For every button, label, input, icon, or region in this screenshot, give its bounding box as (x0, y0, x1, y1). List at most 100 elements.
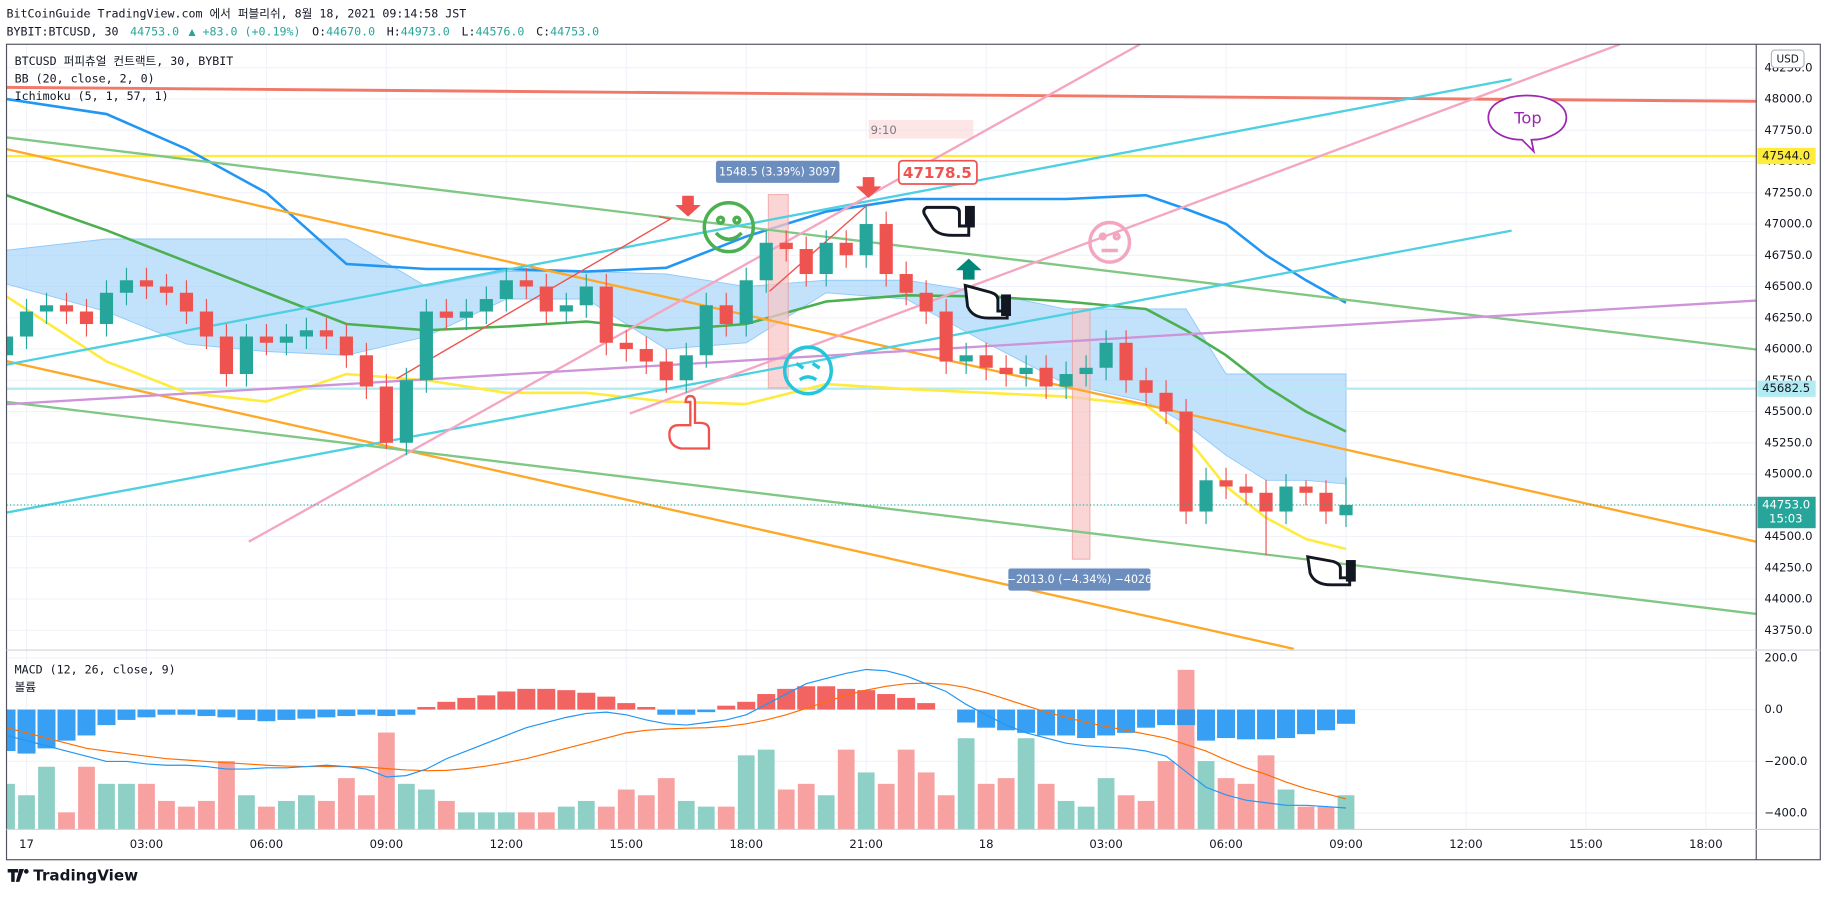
currency-badge (1770, 49, 1805, 69)
smile-icon (702, 200, 755, 254)
candle-body (159, 286, 174, 293)
macd-line (6, 668, 1346, 809)
histogram-bar (537, 688, 556, 710)
volume-bar (1137, 800, 1155, 830)
volume-bar (98, 783, 115, 830)
candle-body (39, 305, 54, 312)
ohlc-key: O: (312, 24, 326, 38)
candles (6, 205, 1757, 556)
y-tick-label: 47000.0 (1764, 217, 1812, 231)
volume-bar (797, 783, 815, 830)
volume-bar (1157, 761, 1175, 830)
histogram-bar (377, 709, 396, 717)
volume-bar (777, 789, 795, 830)
histogram-bar (1017, 709, 1036, 733)
candle-body (1279, 486, 1293, 512)
x-tick-label: 06:00 (1209, 837, 1243, 851)
histogram-bar (1157, 709, 1176, 726)
histogram-bar (977, 709, 996, 728)
volume-bar (1177, 669, 1195, 830)
volume-bar (238, 795, 255, 830)
volume-bar (977, 783, 995, 830)
callout: Top (1513, 108, 1542, 127)
volume-bar (218, 761, 235, 830)
trendline (6, 299, 1757, 406)
histogram-bar (637, 706, 656, 710)
price-label: 45682.5 (1762, 381, 1810, 395)
candle-body (359, 355, 373, 387)
candle-body (339, 336, 353, 356)
histogram-bar (257, 709, 276, 722)
histogram-bar (837, 688, 856, 710)
volume-bar (1117, 795, 1135, 830)
price-label-box (1757, 147, 1816, 165)
publisher: BitCoinGuide TradingView.com 에서 퍼블리쉬, 8월… (7, 6, 467, 20)
histogram-bar (1077, 709, 1096, 739)
volume-bar (178, 806, 195, 830)
volume-bar (397, 783, 415, 830)
symbol-line: BYBIT:BTCUSD, 30 44753.0 ▲ +83.0 (+0.19%… (7, 24, 600, 38)
histogram-bar (617, 703, 636, 710)
volume-bar (258, 806, 275, 830)
candle-body (679, 355, 693, 381)
candle-body (739, 280, 753, 325)
indicator-legend: Ichimoku (5, 1, 57, 1) (15, 89, 169, 103)
histogram-bar (237, 709, 256, 720)
volume-bar (637, 795, 655, 830)
countdown: 15:03 (1769, 511, 1803, 525)
drawings (6, 44, 1757, 651)
volume-bar (437, 800, 455, 830)
histogram-bar (1117, 709, 1136, 733)
ohlc-key: L: (461, 24, 475, 38)
volume-bar (657, 778, 675, 830)
candle-body (959, 355, 973, 362)
histogram-bar (697, 709, 716, 713)
histogram-bar (157, 709, 176, 715)
histogram-bar (357, 709, 376, 715)
x-tick-label: 12:00 (1449, 837, 1483, 851)
histogram-bar (717, 705, 736, 710)
measure-box (1071, 308, 1091, 560)
candle-body (939, 311, 953, 362)
histogram-bar (757, 694, 776, 710)
trendline (6, 147, 1757, 543)
candle-body (999, 367, 1013, 375)
candle-body (379, 386, 393, 443)
histogram-bar (517, 688, 536, 710)
y-tick-label: 45000.0 (1764, 467, 1812, 481)
candle-body (1179, 411, 1193, 512)
volume-bar (957, 738, 975, 830)
histogram-bar (1277, 709, 1296, 739)
candle-body (1099, 342, 1113, 368)
y-tick-label: −400.0 (1764, 806, 1807, 820)
candle-body (979, 355, 993, 368)
histogram-bar (557, 690, 576, 710)
volume-bar (897, 749, 915, 830)
logo-mark (7, 869, 24, 882)
frame-border (5, 43, 1821, 861)
axis-labels: 17 03:00 06:00 09:00 12:00 15:00 18:00 21:00 18 0… (19, 60, 1816, 851)
histogram-bar (657, 709, 676, 715)
histogram-bar (817, 686, 836, 710)
candle-body (779, 242, 793, 250)
candle-body (1139, 380, 1153, 393)
histogram-bar (417, 706, 436, 710)
volume-bar (617, 789, 635, 830)
volume-bar (457, 812, 475, 830)
histogram-bar (197, 709, 216, 717)
price-note: 47178.5 (903, 164, 972, 182)
histogram-bar (177, 709, 196, 715)
volume-bar (1097, 778, 1115, 830)
volume-bar (1057, 800, 1075, 830)
candle-body (819, 242, 833, 275)
histogram-bar (917, 703, 936, 710)
histogram-bar (897, 697, 916, 710)
volume-bar (677, 800, 695, 830)
candle-body (199, 311, 214, 337)
histogram-bar (997, 709, 1016, 731)
candle-body (279, 336, 294, 343)
volume-bar (278, 800, 295, 830)
brand-logo (7, 869, 29, 882)
x-tick-label: 18 (979, 837, 994, 851)
candle-body (599, 286, 613, 343)
